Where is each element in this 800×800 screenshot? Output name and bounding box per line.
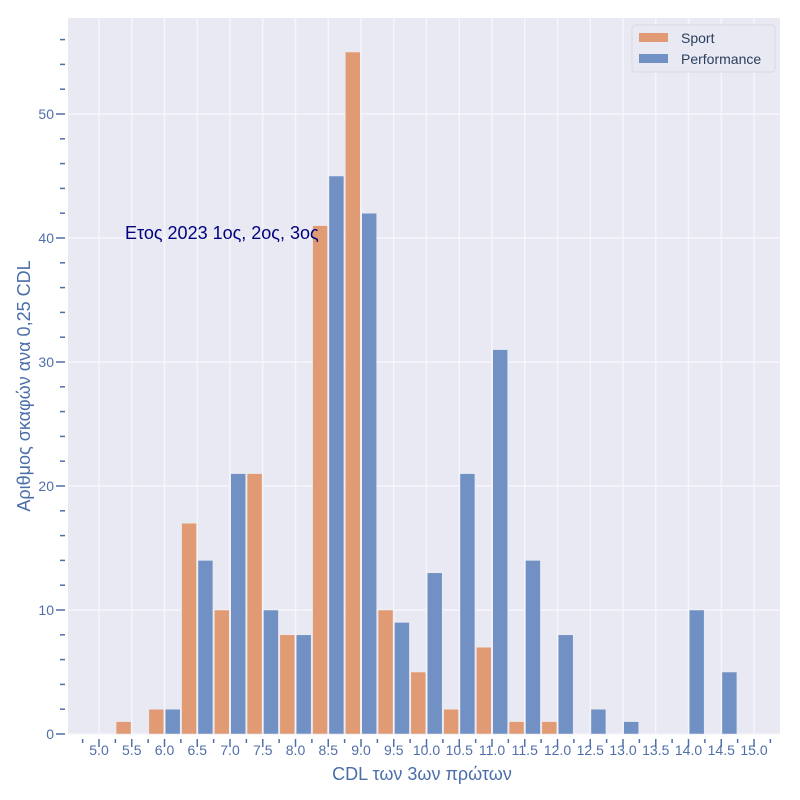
x-tick-label: 10.5 bbox=[446, 742, 473, 758]
y-axis-title: Αριθμος σκαφών ανα 0,25 CDL bbox=[14, 260, 34, 511]
bar-performance-10.25[interactable] bbox=[426, 572, 443, 735]
bar-performance-12.75[interactable] bbox=[590, 708, 607, 735]
legend-swatch-performance[interactable] bbox=[639, 54, 668, 63]
bar-sport-8.25[interactable] bbox=[312, 225, 328, 735]
x-tick-label: 9.0 bbox=[351, 742, 371, 758]
x-tick-label: 12.0 bbox=[544, 742, 571, 758]
x-tick-label: 7.0 bbox=[220, 742, 240, 758]
x-axis: 5.0 5.5 6.0 6.5 7.0 7.5 8.0 8.5 9.0 9.5 10.0 10.5 11… bbox=[81, 739, 772, 758]
legend-label-performance[interactable]: Performance bbox=[681, 51, 761, 67]
bar-performance-10.75[interactable] bbox=[459, 473, 476, 735]
bar-sport-9.25[interactable] bbox=[377, 609, 394, 735]
bar-sport-8.75[interactable] bbox=[345, 51, 361, 735]
chart-annotation: Ετος 2023 1ος, 2ος, 3ος bbox=[125, 223, 319, 243]
bar-performance-14.25[interactable] bbox=[688, 609, 705, 735]
x-tick-label: 14.0 bbox=[675, 742, 702, 758]
bar-performance-14.75[interactable] bbox=[721, 671, 738, 735]
x-axis-title: CDL των 3ων πρώτων bbox=[332, 764, 512, 784]
bar-performance-6.25[interactable] bbox=[164, 708, 181, 735]
bars bbox=[115, 51, 738, 735]
x-tick-label: 13.5 bbox=[642, 742, 669, 758]
y-axis: 0 10 20 30 40 50 bbox=[38, 38, 65, 742]
x-tick-label: 10.0 bbox=[413, 742, 440, 758]
bar-sport-11.75[interactable] bbox=[541, 721, 558, 735]
bar-sport-5.25[interactable] bbox=[115, 721, 132, 735]
bar-performance-7.75[interactable] bbox=[263, 609, 279, 735]
y-tick-label: 20 bbox=[38, 478, 54, 494]
bar-sport-5.75[interactable] bbox=[148, 708, 165, 735]
bar-performance-11.75[interactable] bbox=[525, 560, 541, 735]
bar-sport-6.25[interactable] bbox=[181, 522, 197, 735]
x-tick-label: 15.0 bbox=[740, 742, 767, 758]
bar-performance-12.25[interactable] bbox=[557, 634, 574, 735]
legend[interactable]: Sport Performance bbox=[631, 24, 776, 73]
bar-performance-13.25[interactable] bbox=[623, 721, 639, 735]
x-tick-label: 9.5 bbox=[384, 742, 404, 758]
bar-sport-7.25[interactable] bbox=[246, 473, 263, 735]
plot-background bbox=[68, 18, 780, 734]
bar-performance-11.25[interactable] bbox=[492, 349, 508, 735]
x-tick-label: 6.0 bbox=[155, 742, 175, 758]
x-tick-label: 8.5 bbox=[319, 742, 339, 758]
y-tick-label: 50 bbox=[38, 106, 54, 122]
y-tick-label: 30 bbox=[38, 354, 54, 370]
bar-sport-7.75[interactable] bbox=[279, 634, 296, 735]
bar-sport-9.75[interactable] bbox=[410, 671, 427, 735]
grid-lines bbox=[68, 18, 780, 735]
bar-sport-11.25[interactable] bbox=[508, 721, 525, 735]
x-tick-label: 8.0 bbox=[286, 742, 306, 758]
bar-performance-8.75[interactable] bbox=[328, 175, 345, 735]
bar-sport-10.25[interactable] bbox=[443, 708, 459, 735]
legend-swatch-sport[interactable] bbox=[639, 33, 668, 42]
x-tick-label: 5.5 bbox=[122, 742, 142, 758]
x-tick-label: 11.0 bbox=[479, 742, 505, 758]
x-tick-label: 13.0 bbox=[609, 742, 636, 758]
bar-performance-7.25[interactable] bbox=[230, 473, 246, 735]
x-tick-label: 11.5 bbox=[512, 742, 538, 758]
bar-performance-9.75[interactable] bbox=[394, 622, 410, 735]
legend-label-sport[interactable]: Sport bbox=[681, 30, 715, 46]
bar-sport-6.75[interactable] bbox=[214, 609, 230, 735]
x-tick-label: 14.5 bbox=[708, 742, 735, 758]
x-tick-label: 6.5 bbox=[188, 742, 208, 758]
x-tick-label: 5.0 bbox=[89, 742, 109, 758]
x-tick-label: 7.5 bbox=[253, 742, 273, 758]
bar-performance-8.25[interactable] bbox=[295, 634, 312, 735]
bar-performance-9.25[interactable] bbox=[361, 212, 377, 735]
x-tick-label: 12.5 bbox=[577, 742, 604, 758]
y-tick-label: 40 bbox=[38, 230, 54, 246]
bar-sport-10.75[interactable] bbox=[476, 646, 492, 735]
bar-performance-6.75[interactable] bbox=[197, 560, 214, 735]
y-tick-label: 0 bbox=[46, 726, 54, 742]
y-tick-label: 10 bbox=[38, 602, 54, 618]
